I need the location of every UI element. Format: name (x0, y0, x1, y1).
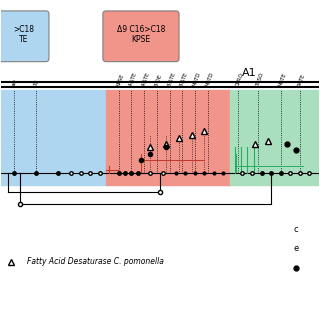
FancyBboxPatch shape (103, 11, 179, 62)
Text: MATD: MATD (192, 71, 202, 87)
Text: KPSE: KPSE (116, 73, 125, 87)
Text: RATE: RATE (296, 73, 306, 87)
Text: 4-ATE: 4-ATE (141, 71, 151, 87)
Text: MATD: MATD (204, 71, 214, 87)
Text: >C18
TE: >C18 TE (13, 25, 34, 44)
Text: A1: A1 (242, 68, 256, 77)
Bar (1, 90, 106, 185)
Text: TE: TE (33, 79, 40, 87)
Text: 3-ATE: 3-ATE (166, 71, 176, 87)
Bar (230, 90, 319, 185)
FancyBboxPatch shape (0, 11, 49, 62)
Text: 3-ATE: 3-ATE (179, 71, 189, 87)
Text: e: e (293, 244, 299, 253)
Bar (106, 90, 230, 185)
Text: TPSO: TPSO (255, 72, 265, 87)
Text: Δ9 C16>C18
KPSE: Δ9 C16>C18 KPSE (117, 25, 165, 44)
Text: Fatty Acid Desaturase C. pomonella: Fatty Acid Desaturase C. pomonella (27, 257, 164, 266)
Text: 3-OE: 3-OE (154, 73, 163, 87)
Text: CPRO: CPRO (235, 71, 244, 87)
Text: c: c (293, 225, 298, 234)
Text: aw: aw (11, 78, 18, 87)
Text: MATE: MATE (277, 72, 287, 87)
Text: 4-ATE: 4-ATE (128, 71, 138, 87)
